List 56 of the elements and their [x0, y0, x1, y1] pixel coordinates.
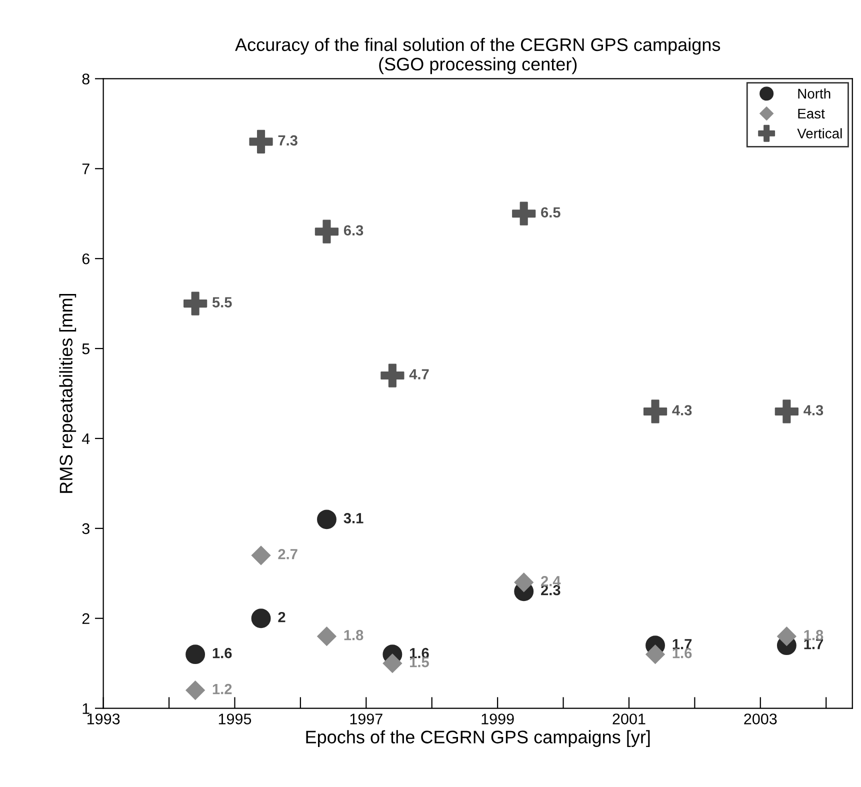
point [777, 626, 796, 646]
data-label: 1.2 [212, 684, 232, 694]
point [249, 130, 273, 154]
point [317, 626, 336, 646]
x-tick-label: 1997 [350, 714, 382, 724]
data-label: 1.6 [410, 648, 429, 658]
y-tick-label: 8 [82, 74, 90, 84]
data-label: 7.3 [278, 135, 298, 146]
x-tick-label: 1995 [218, 714, 252, 724]
point [380, 364, 404, 388]
x-tick-label: 1993 [87, 714, 120, 724]
x-tick-label: 1999 [482, 714, 514, 724]
y-tick-label: 7 [82, 164, 90, 174]
x-axis-title: Epochs of the CEGRN GPS campaigns [yr] [306, 730, 650, 748]
y-axis-title: RMS repeatabilities [mm] [59, 294, 76, 493]
point [382, 654, 402, 673]
data-label: 2 [278, 612, 286, 622]
data-label: 1.7 [672, 639, 692, 650]
data-label: 4.7 [409, 369, 429, 380]
data-label: 1.6 [672, 648, 692, 658]
point [251, 546, 271, 565]
y-tick-label: 1 [82, 703, 90, 714]
x-tick-label: 2001 [612, 714, 646, 724]
y-tick-label: 3 [82, 523, 90, 534]
chart-title: Accuracy of the final solution of the CEGRN GPS campaigns (SGO processing center) [235, 38, 720, 74]
data-label: 2.4 [541, 576, 561, 586]
data-label: 4.3 [804, 405, 824, 416]
legend-label: East [798, 108, 825, 119]
point [512, 202, 536, 226]
y-tick-label: 2 [82, 613, 90, 624]
data-label: 1.8 [344, 630, 364, 640]
y-tick-label: 4 [82, 433, 90, 444]
point [314, 220, 339, 244]
point [317, 510, 336, 530]
point [774, 400, 798, 424]
point [184, 292, 208, 316]
data-label: 6.3 [344, 225, 364, 236]
data-label: 1.5 [410, 657, 429, 668]
point [186, 644, 206, 664]
data-label: 4.3 [672, 405, 692, 416]
data-label: 2.7 [278, 548, 298, 560]
data-label: 1.6 [212, 648, 232, 658]
point [643, 400, 668, 424]
y-tick-label: 6 [82, 253, 90, 264]
point [514, 572, 534, 592]
point [646, 644, 665, 664]
x-tick-label: 2003 [744, 714, 777, 724]
legend-label: North [798, 88, 830, 99]
data-label: 3.1 [344, 513, 364, 524]
point [186, 680, 205, 700]
data-label: 5.5 [212, 297, 232, 308]
data-label: 6.5 [541, 207, 560, 218]
data-label: 1.8 [804, 630, 824, 640]
y-tick-label: 5 [82, 344, 90, 354]
legend-label: Vertical [797, 128, 842, 138]
point [251, 608, 271, 628]
